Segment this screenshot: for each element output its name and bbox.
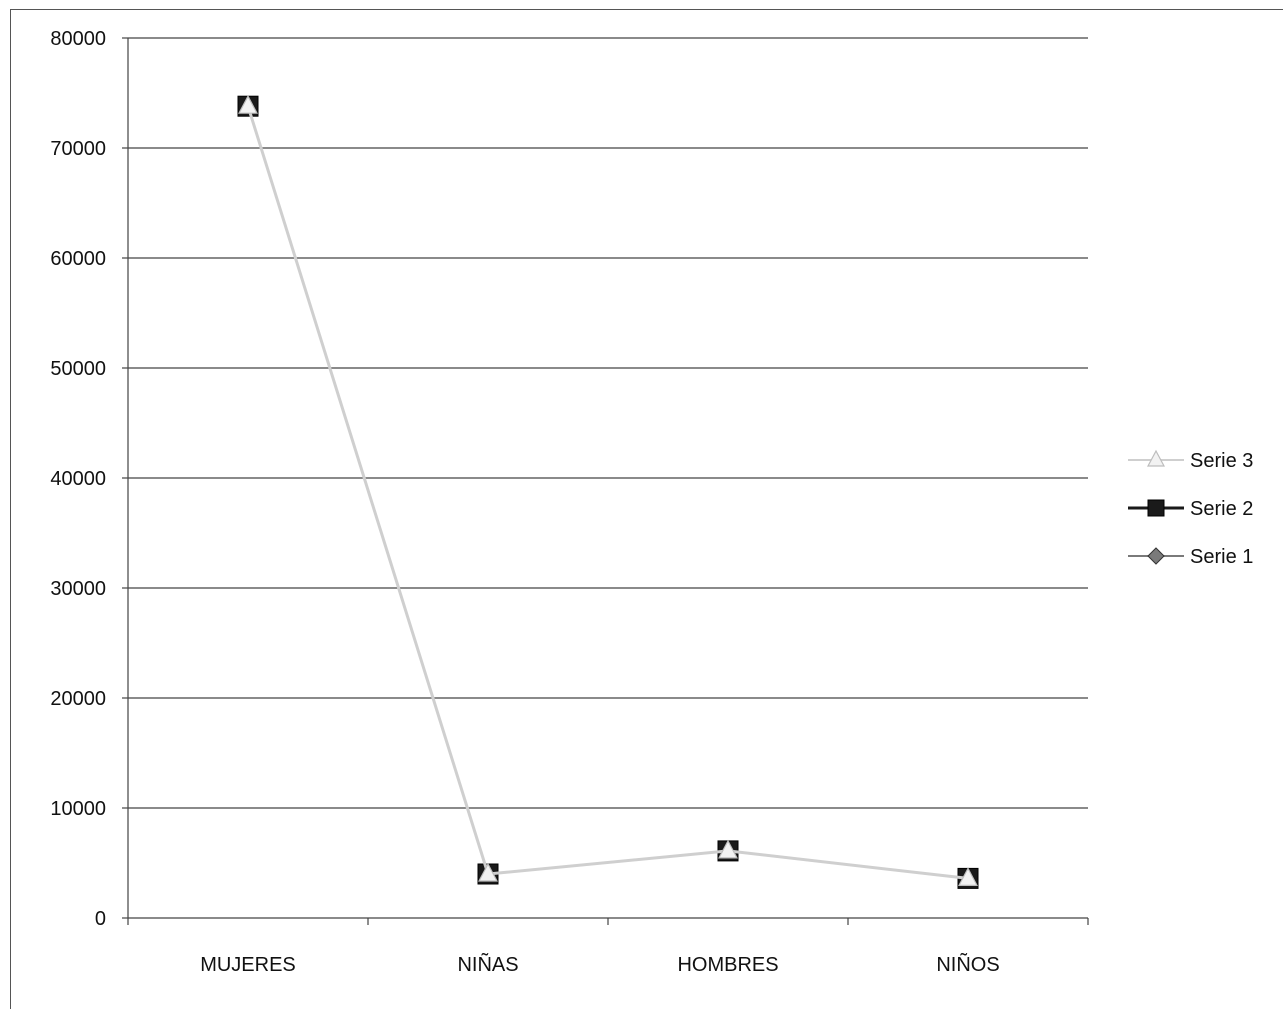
- gridlines: [128, 37, 1088, 809]
- series-line: [247, 105, 969, 880]
- axes: [122, 37, 1089, 925]
- legend: Serie 3 Serie 2 Serie 1: [1128, 449, 1253, 568]
- y-tick-label: 70000: [50, 138, 106, 160]
- legend-label: Serie 2: [1190, 498, 1253, 520]
- series-1: [238, 96, 978, 889]
- data-point: [958, 867, 978, 887]
- y-tick-label: 80000: [50, 28, 106, 50]
- legend-entry: Serie 3: [1128, 449, 1253, 472]
- series-line: [247, 105, 969, 880]
- y-tick-label: 10000: [50, 798, 106, 820]
- data-point: [718, 839, 738, 859]
- series-line: [246, 105, 969, 880]
- legend-marker: [1147, 499, 1165, 517]
- x-tick-label: NIÑOS: [936, 952, 999, 976]
- y-tick-labels: 0 10000 20000 30000 40000 50000 60000 70000 8000…: [50, 28, 106, 930]
- legend-label: Serie 3: [1190, 450, 1253, 472]
- legend-entry: Serie 2: [1128, 498, 1253, 520]
- y-tick-label: 0: [95, 908, 106, 930]
- x-tick-label: HOMBRES: [677, 954, 778, 976]
- series-lines: [237, 94, 979, 889]
- y-tick-label: 60000: [50, 248, 106, 270]
- series-3: [238, 94, 978, 887]
- legend-entry: Serie 1: [1128, 546, 1253, 568]
- x-tick-label: NIÑAS: [457, 952, 518, 976]
- x-tick-labels: MUJERES NIÑAS HOMBRES NIÑOS: [200, 952, 999, 976]
- y-tick-label: 50000: [50, 358, 106, 380]
- chart-frame: [10, 9, 1283, 1009]
- data-point: [238, 94, 258, 114]
- x-tick-label: MUJERES: [200, 954, 296, 976]
- y-tick-label: 30000: [50, 578, 106, 600]
- legend-marker: [1147, 547, 1165, 565]
- data-point: [478, 862, 498, 882]
- legend-marker: [1147, 449, 1165, 467]
- y-tick-label: 20000: [50, 688, 106, 710]
- legend-label: Serie 1: [1190, 546, 1253, 568]
- series-2: [237, 95, 979, 889]
- y-tick-label: 40000: [50, 468, 106, 490]
